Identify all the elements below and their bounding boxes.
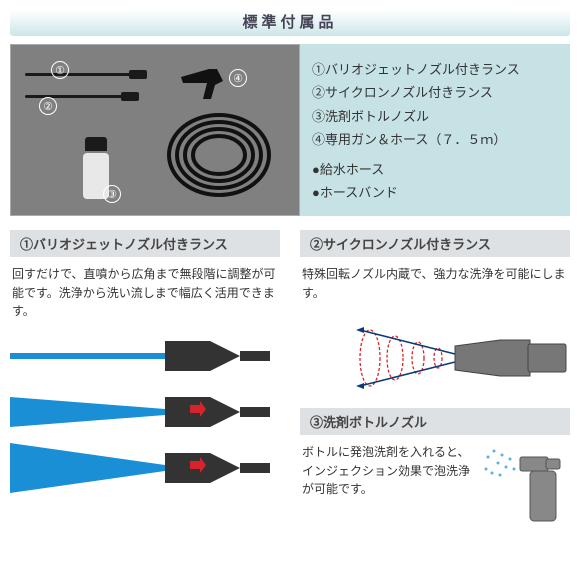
photo-label-2: ② xyxy=(39,97,57,115)
list-item: ●給水ホース xyxy=(312,158,558,181)
section3: ③洗剤ボトルノズル ボトルに発泡洗剤を入れると、インジェクション効果で泡洗浄が可… xyxy=(300,408,570,529)
section1-desc: 回すだけで、直噴から広角まで無段階に調整が可能です。洗浄から洗い流しまで幅広く活… xyxy=(10,265,280,321)
spray-row-medium xyxy=(10,387,280,437)
section3-desc: ボトルに発泡洗剤を入れると、インジェクション効果で泡洗浄が可能です。 xyxy=(300,443,480,521)
section2-title: ②サイクロンノズル付きランス xyxy=(300,230,570,257)
photo-label-1: ① xyxy=(51,61,69,79)
photo-label-4: ④ xyxy=(229,69,247,87)
col-right: ②サイクロンノズル付きランス 特殊回転ノズル内蔵で、強力な洗浄を可能にします。 xyxy=(300,230,570,529)
section3-title: ③洗剤ボトルノズル xyxy=(300,408,570,435)
list-item: ①バリオジェットノズル付きランス xyxy=(312,58,558,81)
spray-row-narrow xyxy=(10,331,280,381)
list-item: ●ホースバンド xyxy=(312,181,558,204)
spray-diagrams xyxy=(10,331,280,493)
list-item: ②サイクロンノズル付きランス xyxy=(312,81,558,104)
spray-row-wide xyxy=(10,443,280,493)
col-left: ①バリオジェットノズル付きランス 回すだけで、直噴から広角まで無段階に調整が可能… xyxy=(10,230,280,529)
page-title: 標準付属品 xyxy=(10,10,570,36)
bottle-diagram xyxy=(480,443,570,529)
photo-label-3: ③ xyxy=(103,185,121,203)
section2-desc: 特殊回転ノズル内蔵で、強力な洗浄を可能にします。 xyxy=(300,265,570,302)
list-item: ③洗剤ボトルノズル xyxy=(312,105,558,128)
accessories-list: ①バリオジェットノズル付きランス ②サイクロンノズル付きランス ③洗剤ボトルノズ… xyxy=(300,44,570,216)
cyclone-diagram xyxy=(300,310,570,408)
list-item: ④専用ガン＆ホース（７．５ｍ） xyxy=(312,128,558,151)
accessories-photo: ① ② ③ ④ xyxy=(10,44,300,216)
top-row: ① ② ③ ④ ①バリオジェットノズル付きランス ②サイクロンノズル付きランス … xyxy=(10,44,570,216)
section1-title: ①バリオジェットノズル付きランス xyxy=(10,230,280,257)
columns: ①バリオジェットノズル付きランス 回すだけで、直噴から広角まで無段階に調整が可能… xyxy=(10,230,570,529)
